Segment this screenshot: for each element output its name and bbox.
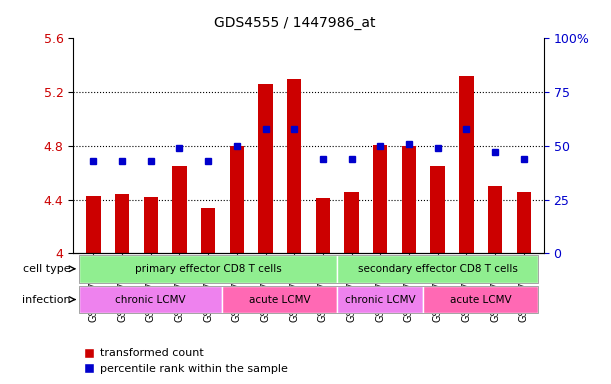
Bar [258, 84, 273, 253]
Text: cell type: cell type [23, 264, 70, 274]
Text: acute LCMV: acute LCMV [450, 295, 511, 305]
Bar [172, 166, 186, 253]
Bar [201, 208, 215, 253]
Bar [402, 146, 416, 253]
Text: infection: infection [22, 295, 70, 305]
FancyBboxPatch shape [337, 286, 423, 313]
Text: secondary effector CD8 T cells: secondary effector CD8 T cells [357, 264, 518, 274]
Bar [459, 76, 474, 253]
FancyBboxPatch shape [337, 255, 538, 283]
Text: primary effector CD8 T cells: primary effector CD8 T cells [135, 264, 282, 274]
FancyBboxPatch shape [79, 286, 222, 313]
Text: acute LCMV: acute LCMV [249, 295, 310, 305]
Text: chronic LCMV: chronic LCMV [345, 295, 415, 305]
Bar [287, 79, 301, 253]
Text: chronic LCMV: chronic LCMV [115, 295, 186, 305]
Bar [488, 186, 502, 253]
FancyBboxPatch shape [79, 255, 337, 283]
FancyBboxPatch shape [222, 286, 337, 313]
Text: GDS4555 / 1447986_at: GDS4555 / 1447986_at [214, 16, 375, 30]
Legend: transformed count, percentile rank within the sample: transformed count, percentile rank withi… [79, 344, 292, 379]
Bar [86, 196, 101, 253]
Bar [144, 197, 158, 253]
Bar [516, 192, 531, 253]
FancyBboxPatch shape [423, 286, 538, 313]
Bar [373, 145, 387, 253]
Bar [431, 166, 445, 253]
Bar [316, 198, 330, 253]
Bar [115, 194, 130, 253]
Bar [230, 146, 244, 253]
Bar [345, 192, 359, 253]
